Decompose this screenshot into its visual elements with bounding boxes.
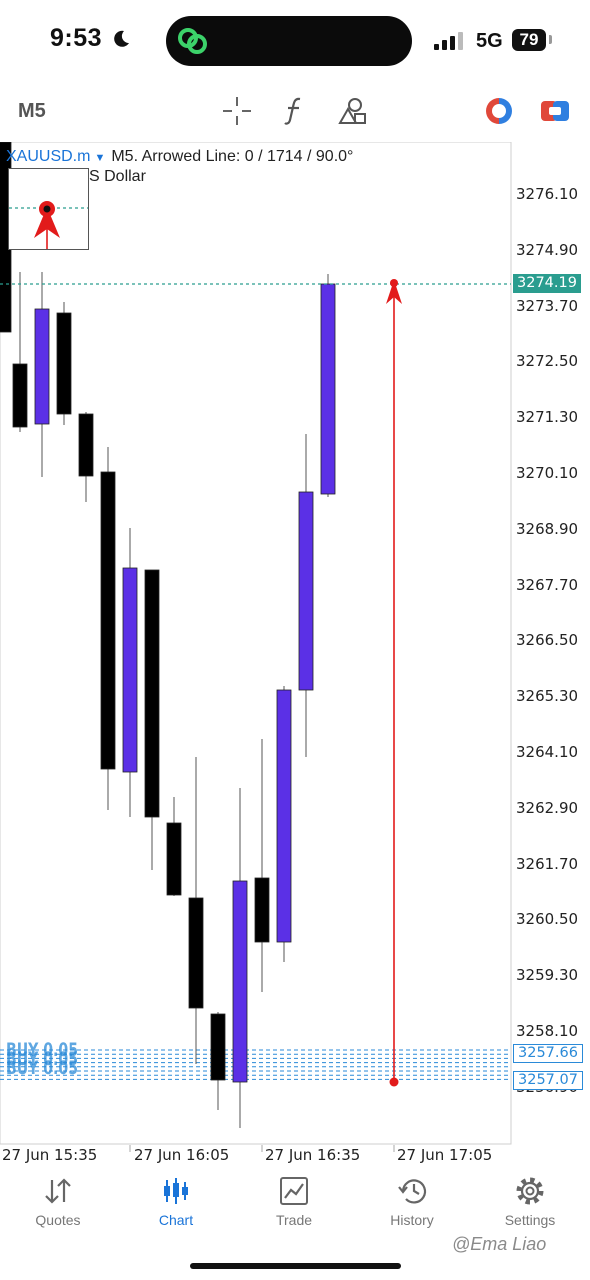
price-tick-label: 3273.70 (516, 296, 579, 315)
status-time: 9:53 (50, 24, 103, 52)
symbol-dropdown-icon[interactable]: ▼ (94, 152, 106, 164)
one-click-trading-icon[interactable] (484, 96, 514, 126)
price-tick-label: 3260.50 (516, 910, 579, 929)
moon-icon (114, 30, 129, 47)
home-indicator[interactable] (190, 1263, 401, 1269)
candle (34, 272, 50, 477)
symbol-description: S Dollar (89, 168, 146, 185)
buy-order-label[interactable]: BUY 0.05 (6, 1057, 78, 1079)
price-tick-label: 3258.10 (516, 1022, 579, 1040)
chart-toolbar: M5 (0, 88, 590, 134)
timeframe-button[interactable]: M5 (18, 100, 46, 122)
price-tick-label: 3268.90 (516, 519, 579, 538)
buy-order-label[interactable]: BUY 0.05 (6, 1039, 78, 1061)
candle (254, 739, 270, 992)
candle (210, 1012, 226, 1110)
price-tick-label: 3264.10 (516, 743, 579, 761)
candle (78, 412, 94, 502)
objects-icon[interactable] (338, 96, 368, 126)
arrowed-line[interactable] (386, 279, 402, 1087)
order-price-label: 3257.07 (513, 1071, 583, 1090)
candle (298, 434, 314, 757)
plot-frame (0, 142, 512, 1145)
time-tick-label: 27 Jun 17:05 (397, 1146, 493, 1164)
quotes-arrows-icon (45, 1178, 71, 1204)
nav-label: Quotes (35, 1212, 81, 1228)
candle (12, 272, 28, 432)
status-bar: 9:53 5G 79 (0, 0, 590, 84)
current-price-label: 3274.19 (513, 274, 581, 293)
history-clock-icon (398, 1179, 427, 1204)
battery-level: 79 (512, 29, 546, 51)
nav-label: History (390, 1212, 434, 1228)
price-tick-label: 3267.70 (516, 575, 579, 594)
price-tick-label: 3272.50 (516, 352, 579, 371)
price-tick-label: 3259.30 (516, 966, 579, 985)
price-tick-label: 3266.50 (516, 631, 579, 650)
time-tick-label: 27 Jun 15:35 (2, 1146, 98, 1164)
nav-quotes[interactable]: Quotes (8, 1172, 108, 1228)
candle (232, 788, 248, 1128)
nav-chart[interactable]: Chart (126, 1172, 226, 1228)
candle (166, 797, 182, 896)
price-tick-label: 3276.10 (516, 185, 579, 203)
nav-label: Settings (504, 1212, 556, 1228)
nav-label: Trade (275, 1212, 313, 1228)
time-tick-label: 27 Jun 16:05 (134, 1146, 230, 1164)
bottom-nav: Quotes Chart Trade History (0, 1172, 590, 1242)
order-lines (0, 1049, 511, 1080)
trade-panel-icon[interactable] (540, 96, 570, 126)
candlestick-chart-icon (164, 1178, 188, 1204)
candle (276, 686, 292, 962)
settings-gear-icon (516, 1177, 544, 1205)
candle (320, 274, 336, 497)
indicators-icon[interactable] (282, 96, 308, 126)
nav-settings[interactable]: Settings (480, 1172, 580, 1228)
candle (122, 528, 138, 817)
network-type: 5G (476, 30, 503, 52)
nav-history[interactable]: History (362, 1172, 462, 1228)
candles (0, 142, 336, 1128)
object-preview-box (8, 168, 89, 250)
candle (188, 757, 204, 1064)
cell-signal-icon (434, 32, 463, 50)
price-chart[interactable]: BUY 0.05 BUY 0.05 BUY 0.05 XAUUSD.m ▼ M5. Ar… (0, 142, 590, 1172)
crosshair-icon[interactable] (222, 96, 252, 126)
buy-order-label[interactable]: BUY 0.05 (6, 1048, 78, 1070)
time-tick-label: 27 Jun 16:35 (265, 1146, 361, 1164)
symbol-name[interactable]: XAUUSD.m (6, 148, 91, 165)
chart-title[interactable]: XAUUSD.m ▼ M5. Arrowed Line: 0 / 1714 / 90… (6, 148, 353, 166)
price-tick-label: 3265.30 (516, 687, 579, 706)
nav-trade[interactable]: Trade (244, 1172, 344, 1228)
link-rings-icon (178, 28, 207, 54)
nav-label: Chart (158, 1212, 194, 1228)
price-tick-label: 3270.10 (516, 464, 579, 482)
price-tick-label: 3274.90 (516, 240, 579, 259)
candle (56, 302, 72, 425)
order-price-label: 3257.66 (513, 1044, 583, 1063)
watermark: @Ema Liao (452, 1234, 547, 1254)
trade-chart-icon (280, 1177, 308, 1205)
price-tick-label: 3271.30 (516, 408, 579, 427)
candle (100, 447, 116, 810)
price-tick-label: 3262.90 (516, 798, 579, 817)
price-tick-label: 3261.70 (516, 854, 579, 873)
battery-tip (549, 35, 552, 44)
object-info: M5. Arrowed Line: 0 / 1714 / 90.0° (111, 148, 354, 165)
candle (144, 569, 160, 870)
dynamic-island (166, 16, 412, 66)
